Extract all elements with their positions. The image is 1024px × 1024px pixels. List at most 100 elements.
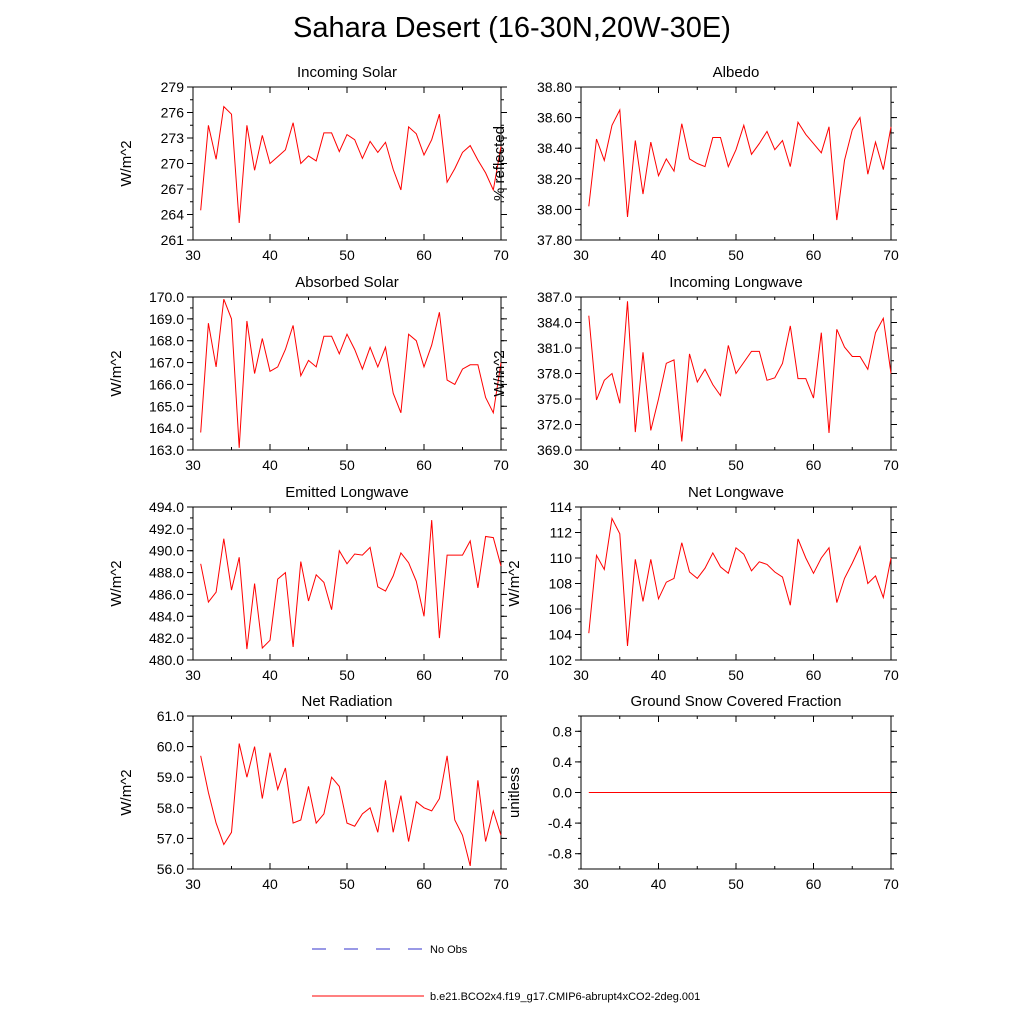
x-tick-label: 40 <box>651 876 667 892</box>
y-tick-label: 387.0 <box>537 289 572 305</box>
y-tick-label: 104 <box>549 627 573 643</box>
y-tick-label: 482.0 <box>149 630 184 646</box>
x-tick-label: 50 <box>728 457 744 473</box>
plot-frame <box>192 506 502 661</box>
x-tick-label: 60 <box>806 457 822 473</box>
series-line <box>200 105 502 224</box>
x-tick-label: 40 <box>651 247 667 263</box>
x-tick-label: 40 <box>651 667 667 683</box>
y-tick-label: 375.0 <box>537 391 572 407</box>
chart-panel-8: 30 40 50 60 70 -0.8 -0.4 0.0 0.4 0.8 Ground Snow C… <box>506 693 899 892</box>
x-tick-label: 50 <box>339 247 355 263</box>
y-tick-label: 59.0 <box>157 769 184 785</box>
x-tick-label: 70 <box>883 667 899 683</box>
x-tick-label: 30 <box>185 457 201 473</box>
x-tick-label: 50 <box>339 457 355 473</box>
chart-title: Albedo <box>713 64 760 81</box>
chart-title: Incoming Longwave <box>669 274 802 291</box>
x-tick-label: 70 <box>883 876 899 892</box>
chart-panel-3: 30 40 50 60 70 163.0 164.0 165.0 166.0 167.0 168.0… <box>108 274 509 473</box>
x-tick-label: 60 <box>416 457 432 473</box>
y-tick-label: 110 <box>550 550 573 566</box>
y-tick-label: 58.0 <box>157 800 184 816</box>
y-tick-label: 267 <box>161 181 185 197</box>
y-tick-label: 38.80 <box>537 79 572 95</box>
y-tick-label: 167.0 <box>149 355 184 371</box>
x-tick-label: 50 <box>728 667 744 683</box>
y-axis-label: W/m^2 <box>108 560 125 606</box>
y-tick-label: 384.0 <box>537 315 572 331</box>
x-tick-label: 40 <box>262 876 278 892</box>
y-tick-label: 484.0 <box>149 608 184 624</box>
series-line <box>200 743 502 867</box>
y-tick-label: 492.0 <box>149 521 184 537</box>
x-tick-label: 70 <box>883 457 899 473</box>
x-tick-label: 30 <box>573 667 589 683</box>
y-tick-label: 163.0 <box>149 442 184 458</box>
y-tick-label: 378.0 <box>537 366 572 382</box>
x-tick-label: 70 <box>493 247 509 263</box>
series-line <box>588 516 892 647</box>
y-tick-label: 270 <box>161 156 185 172</box>
y-tick-label: 60.0 <box>157 739 184 755</box>
y-tick-label: 169.0 <box>149 311 184 327</box>
legend-model-label: b.e21.BCO2x4.f19_g17.CMIP6-abrupt4xCO2-2… <box>430 991 700 1003</box>
y-tick-label: 369.0 <box>537 442 572 458</box>
y-tick-label: -0.8 <box>548 846 572 862</box>
y-axis-label: W/m^2 <box>118 140 135 186</box>
chart-panel-2: 30 40 50 60 70 37.80 38.00 38.20 38.40 38.60 38.80… <box>491 64 899 263</box>
y-tick-label: 61.0 <box>157 708 184 724</box>
y-tick-label: 372.0 <box>537 417 572 433</box>
plot-frame <box>192 715 502 870</box>
y-tick-label: 0.4 <box>553 754 573 770</box>
y-tick-label: 106 <box>549 601 573 617</box>
chart-title: Absorbed Solar <box>295 274 398 291</box>
y-tick-label: 165.0 <box>149 398 184 414</box>
y-tick-label: 279 <box>161 79 185 95</box>
y-tick-label: 480.0 <box>149 652 184 668</box>
plot-frame <box>580 506 892 661</box>
x-tick-label: 60 <box>416 876 432 892</box>
x-tick-label: 50 <box>728 247 744 263</box>
x-tick-label: 30 <box>185 247 201 263</box>
chart-panel-4: 30 40 50 60 70 369.0 372.0 375.0 378.0 381.0 384.0… <box>491 274 899 473</box>
x-tick-label: 70 <box>493 876 509 892</box>
x-tick-label: 40 <box>262 667 278 683</box>
x-tick-label: 50 <box>339 876 355 892</box>
chart-title: Ground Snow Covered Fraction <box>631 693 842 710</box>
series-line <box>200 520 502 650</box>
chart-panel-5: 30 40 50 60 70 480.0 482.0 484.0 486.0 488.0 490.0… <box>108 484 509 683</box>
legend: No Obs b.e21.BCO2x4.f19_g17.CMIP6-abrupt4… <box>312 944 700 1003</box>
chart-title: Net Radiation <box>302 693 393 710</box>
y-tick-label: 264 <box>161 207 185 223</box>
x-tick-label: 30 <box>185 876 201 892</box>
y-tick-label: 114 <box>550 499 573 515</box>
y-tick-label: 38.40 <box>537 140 572 156</box>
y-axis-label: unitless <box>506 767 523 818</box>
x-tick-label: 70 <box>493 667 509 683</box>
y-tick-label: 170.0 <box>149 289 184 305</box>
y-tick-label: 38.00 <box>537 201 572 217</box>
chart-title: Incoming Solar <box>297 64 397 81</box>
page-title: Sahara Desert (16-30N,20W-30E) <box>293 12 731 44</box>
chart-panel-1: 30 40 50 60 70 261 264 267 270 273 276 279 Incoming … <box>118 64 509 263</box>
x-tick-label: 60 <box>806 667 822 683</box>
x-tick-label: 30 <box>573 457 589 473</box>
chart-panel-7: 30 40 50 60 70 56.0 57.0 58.0 59.0 60.0 61.0 Net Ra… <box>118 693 509 892</box>
chart-panel-6: 30 40 50 60 70 102 104 106 108 110 112 114 Net Longw… <box>506 484 899 683</box>
y-tick-label: 166.0 <box>149 376 184 392</box>
x-tick-label: 70 <box>493 457 509 473</box>
y-tick-label: 102 <box>549 652 573 668</box>
y-axis-label: % reflected <box>491 126 508 201</box>
chart-title: Emitted Longwave <box>285 484 408 501</box>
series-line <box>588 301 892 442</box>
x-tick-label: 40 <box>651 457 667 473</box>
plot-frame <box>192 296 502 451</box>
y-tick-label: 57.0 <box>157 830 184 846</box>
x-tick-label: 40 <box>262 247 278 263</box>
y-tick-label: 276 <box>161 105 185 121</box>
y-tick-label: 488.0 <box>149 565 184 581</box>
y-tick-label: 494.0 <box>149 499 184 515</box>
series-line <box>588 108 892 221</box>
